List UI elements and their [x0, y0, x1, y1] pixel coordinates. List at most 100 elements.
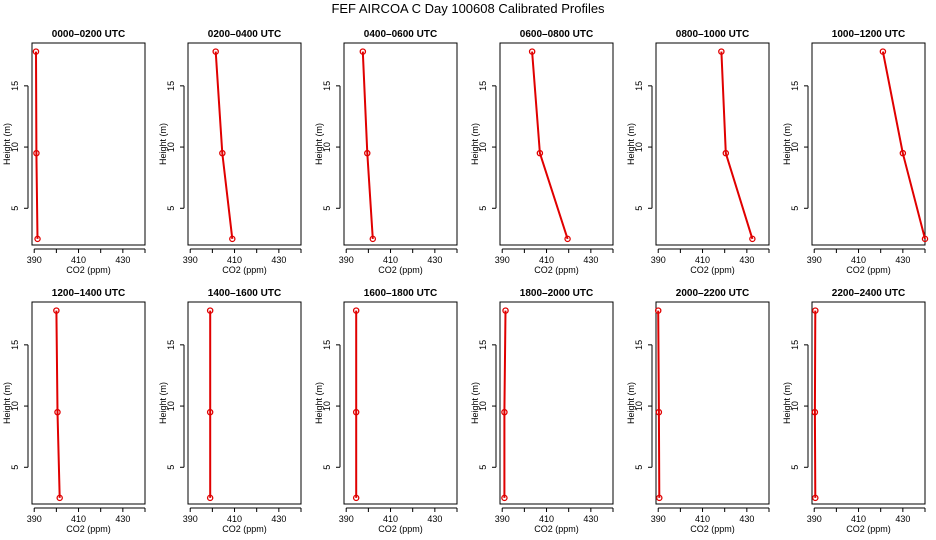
x-axis-label: CO2 (ppm) [66, 265, 111, 275]
y-axis-label: Height (m) [158, 123, 168, 165]
panel-title: 1000–1200 UTC [832, 29, 905, 40]
x-tick-label: 390 [807, 514, 822, 524]
y-tick-label: 15 [166, 81, 176, 91]
y-tick-label: 15 [478, 340, 488, 350]
panel-title: 2000–2200 UTC [676, 288, 749, 299]
panel-9: 1600–1800 UTC 390 410 430 CO2 (ppm) 5 10 15 Heig… [314, 288, 458, 534]
data-point [359, 48, 367, 55]
y-tick-label: 15 [634, 81, 644, 91]
y-tick-label: 15 [322, 81, 332, 91]
data-point [206, 494, 214, 502]
data-point [364, 149, 371, 157]
panel-10: 1800–2000 UTC 390 410 430 CO2 (ppm) 5 10 15 Heig… [470, 288, 614, 534]
y-tick-label: 10 [634, 142, 644, 152]
x-tick-label: 390 [495, 255, 510, 265]
data-point [921, 235, 929, 243]
y-tick-label: 5 [322, 206, 332, 211]
panel-3: 0400–0600 UTC 390 410 430 CO2 (ppm) 5 10 15 Heig… [314, 29, 458, 275]
x-tick-label: 410 [227, 514, 242, 524]
x-tick-label: 430 [583, 255, 598, 265]
x-tick-label: 430 [895, 514, 910, 524]
panel-2: 0200–0400 UTC 390 410 430 CO2 (ppm) 5 10 15 Heig… [158, 29, 302, 275]
y-tick-label: 15 [10, 81, 20, 91]
panel-title: 1200–1400 UTC [52, 288, 125, 299]
y-axis-label: Height (m) [470, 123, 480, 165]
y-tick-label: 5 [478, 465, 488, 470]
y-axis-label: Height (m) [626, 123, 636, 165]
x-tick-label: 410 [383, 514, 398, 524]
y-axis-label: Height (m) [314, 123, 324, 165]
profile-line [214, 51, 234, 240]
panel-8: 1400–1600 UTC 390 410 430 CO2 (ppm) 5 10 15 Heig… [158, 288, 302, 534]
x-axis-label: CO2 (ppm) [378, 265, 423, 275]
data-point [718, 48, 725, 55]
x-tick-label: 410 [227, 255, 242, 265]
y-tick-label: 10 [790, 142, 800, 152]
x-tick-label: 410 [539, 255, 554, 265]
x-tick-label: 410 [71, 514, 86, 524]
data-point [722, 149, 730, 157]
data-point [369, 235, 377, 243]
data-point [749, 235, 756, 243]
y-tick-label: 5 [166, 206, 176, 211]
data-point [502, 307, 509, 314]
panel-4: 0600–0800 UTC 390 410 430 CO2 (ppm) 5 10 15 Heig… [470, 29, 614, 275]
profile-line [35, 51, 39, 239]
data-point [54, 408, 61, 416]
profile-line [361, 51, 374, 239]
x-axis-label: CO2 (ppm) [846, 524, 891, 534]
y-tick-label: 10 [790, 401, 800, 411]
y-tick-label: 5 [322, 465, 332, 470]
x-tick-label: 410 [851, 255, 866, 265]
profile-line [720, 51, 754, 240]
x-tick-label: 430 [427, 255, 442, 265]
panel-frame [31, 301, 146, 505]
x-axis-label: CO2 (ppm) [378, 524, 423, 534]
x-tick-label: 410 [71, 255, 86, 265]
panel-title: 1600–1800 UTC [364, 288, 437, 299]
panel-frame [499, 42, 614, 246]
y-tick-label: 15 [790, 340, 800, 350]
data-point [812, 494, 819, 502]
profile-line [881, 51, 926, 240]
profile-line [531, 51, 569, 240]
panel-6: 1000–1200 UTC 390 410 430 CO2 (ppm) 5 10 15 Heig… [782, 29, 929, 275]
x-tick-label: 430 [739, 255, 754, 265]
y-tick-label: 10 [634, 401, 644, 411]
data-point [655, 408, 663, 416]
y-axis-label: Height (m) [2, 382, 12, 424]
x-tick-label: 430 [115, 514, 130, 524]
panel-frame [31, 42, 146, 246]
y-axis-label: Height (m) [314, 382, 324, 424]
x-tick-label: 390 [339, 514, 354, 524]
data-point [899, 149, 907, 157]
panel-5: 0800–1000 UTC 390 410 430 CO2 (ppm) 5 10 15 Heig… [626, 29, 770, 275]
panel-frame [655, 301, 770, 505]
data-point [879, 48, 887, 55]
panel-7: 1200–1400 UTC 390 410 430 CO2 (ppm) 5 10 15 Heig… [2, 288, 146, 534]
data-point [352, 307, 360, 314]
data-point [352, 408, 360, 416]
y-axis-label: Height (m) [782, 123, 792, 165]
panel-12: 2200–2400 UTC 390 410 430 CO2 (ppm) 5 10 15 Heig… [782, 288, 926, 534]
x-tick-label: 430 [271, 255, 286, 265]
data-point [352, 494, 360, 502]
y-tick-label: 15 [166, 340, 176, 350]
x-axis-label: CO2 (ppm) [66, 524, 111, 534]
x-tick-label: 430 [739, 514, 754, 524]
data-point [34, 235, 41, 243]
x-axis-label: CO2 (ppm) [690, 265, 735, 275]
x-tick-label: 390 [651, 255, 666, 265]
y-tick-label: 5 [634, 206, 644, 211]
x-tick-label: 390 [495, 514, 510, 524]
panel-frame [811, 42, 926, 246]
panel-11: 2000–2200 UTC 390 410 430 CO2 (ppm) 5 10 15 Heig… [626, 288, 770, 534]
y-tick-label: 15 [10, 340, 20, 350]
x-tick-label: 410 [695, 514, 710, 524]
y-axis-label: Height (m) [158, 382, 168, 424]
x-tick-label: 390 [183, 255, 198, 265]
y-axis-label: Height (m) [2, 123, 12, 165]
x-tick-label: 390 [651, 514, 666, 524]
data-point [811, 408, 819, 416]
